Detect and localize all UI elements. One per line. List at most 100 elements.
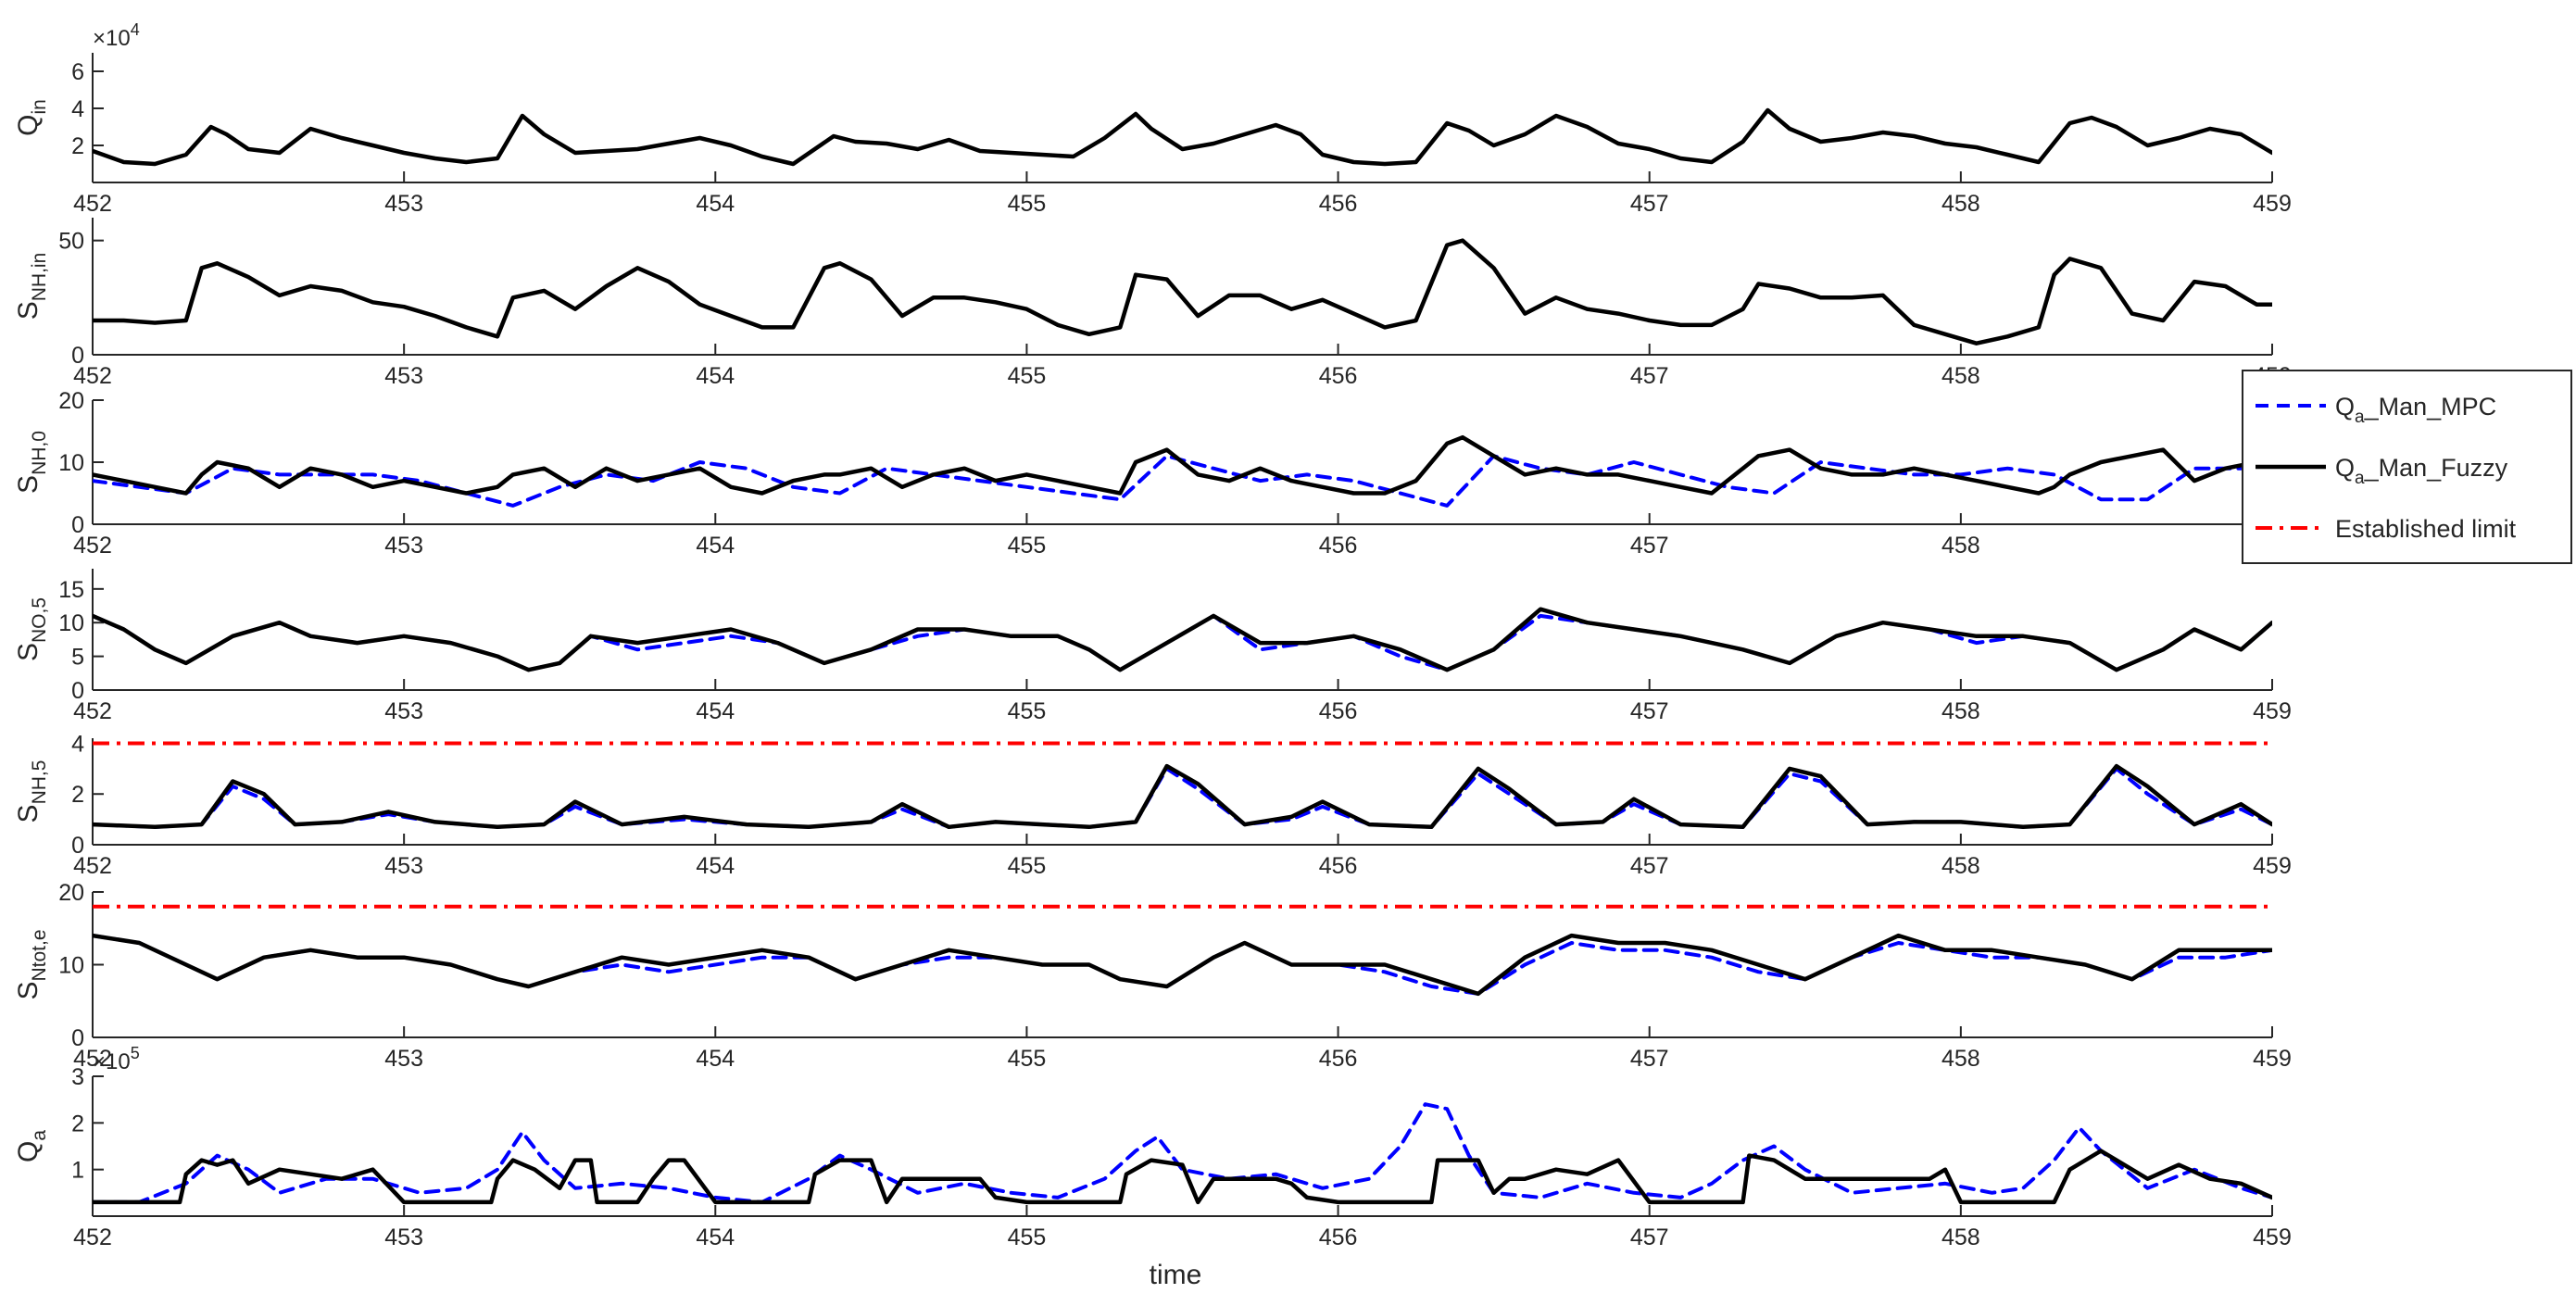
x-tick-label: 457 [1630,363,1669,389]
plot-area [93,904,2272,997]
y-tick-label: 2 [71,1111,84,1136]
x-tick-label: 452 [73,533,112,559]
y-axis-label: SNH,5 [13,760,50,823]
plot-area [93,238,2272,345]
y-tick-label: 4 [71,731,84,757]
x-tick-label: 452 [73,191,112,217]
x-tick-label: 454 [696,1224,735,1250]
y-tick-label: 2 [71,782,84,808]
x-tick-label: 453 [384,853,423,879]
y-tick-label: 15 [58,577,84,603]
y-tick-label: 0 [71,833,84,859]
x-tick-label: 454 [696,698,735,724]
x-tick-label: 458 [1941,191,1980,217]
x-tick-label: 459 [2253,191,2292,217]
x-tick-label: 454 [696,191,735,217]
y-tick-label: 0 [71,1025,84,1051]
x-tick-label: 459 [2253,1224,2292,1250]
y-tick-label: 20 [58,388,84,414]
x-tick-label: 456 [1319,533,1358,559]
x-tick-label: 452 [73,1046,112,1072]
x-tick-label: 455 [1008,1224,1047,1250]
y-tick-label: 2 [71,133,84,159]
plot-area [93,607,2272,672]
x-tick-label: 453 [384,1046,423,1072]
x-tick-label: 456 [1319,1224,1358,1250]
x-tick-label: 459 [2253,1046,2292,1072]
x-tick-label: 453 [384,363,423,389]
x-tick-label: 459 [2253,853,2292,879]
plot-area [93,741,2272,830]
legend-label-fuzzy: Qa_Man_Fuzzy [2335,454,2508,488]
y-tick-label: 4 [71,96,84,122]
series-line-mpc [93,934,2272,996]
x-tick-label: 458 [1941,533,1980,559]
series-line-mpc [93,1102,2272,1204]
x-tick-label: 453 [384,191,423,217]
x-tick-label: 457 [1630,533,1669,559]
x-tick-label: 456 [1319,191,1358,217]
x-tick-label: 456 [1319,698,1358,724]
series-line-fuzzy [93,763,2272,830]
subplot-6: 452 453 454 455 456 457 458 459 0 10 20 SNtot,e [13,880,2292,1072]
legend-label-mpc: Qa_Man_MPC [2335,393,2496,427]
x-tick-label: 454 [696,1046,735,1072]
x-tick-label: 455 [1008,533,1047,559]
y-tick-label: 10 [58,610,84,636]
subplot-5: 452 453 454 455 456 457 458 459 0 2 4 SNH,5 [13,731,2292,879]
x-tick-label: 456 [1319,853,1358,879]
y-exponent-label: ×105 [93,1044,140,1074]
x-tick-label: 452 [73,853,112,879]
y-axis-label: Qin [13,99,50,136]
y-axis-label: SNH,in [13,253,50,320]
x-tick-label: 454 [696,363,735,389]
y-tick-label: 10 [58,450,84,476]
x-tick-label: 456 [1319,363,1358,389]
y-tick-label: 1 [71,1158,84,1184]
x-tick-label: 458 [1941,853,1980,879]
x-tick-label: 458 [1941,1224,1980,1250]
plot-area [93,107,2272,167]
x-tick-label: 457 [1630,1224,1669,1250]
legend-label-limit: Established limit [2335,515,2517,543]
series-line-fuzzy [93,607,2272,672]
subplot-2: 452453454455456457458459050SNH,in [13,218,2292,389]
y-axis-label: SNO,5 [13,597,50,661]
y-tick-label: 5 [71,645,84,671]
y-tick-label: 0 [71,678,84,704]
x-tick-label: 452 [73,363,112,389]
x-tick-label: 455 [1008,191,1047,217]
subplot-1: 452 453 454 455 456 457 458 459 2 4 6 ×104 Qin [13,20,2292,217]
plot-area [93,434,2272,508]
x-tick-label: 455 [1008,853,1047,879]
x-tick-label: 457 [1630,191,1669,217]
y-tick-label: 10 [58,953,84,979]
plot-area [93,1102,2272,1205]
y-axis-label: Qa [13,1130,50,1162]
x-tick-label: 457 [1630,853,1669,879]
x-tick-label: 457 [1630,1046,1669,1072]
series-line-fuzzy [93,933,2272,997]
subplot-7: 452 453 454 455 456 457 458 459 1 2 3 ×105 Qa [13,1044,2292,1250]
x-tick-label: 456 [1319,1046,1358,1072]
x-tick-label: 455 [1008,698,1047,724]
subplot-3: 45245345445545645745845901020SNH,0 [13,388,2292,559]
y-axis-label: SNtot,e [13,929,50,999]
x-tick-label: 455 [1008,1046,1047,1072]
x-tick-label: 454 [696,853,735,879]
series-line-fuzzy [93,434,2272,496]
x-tick-label: 459 [2253,698,2292,724]
legend: Qa_Man_MPC Qa_Man_Fuzzy Established limit [2242,370,2572,564]
x-tick-label: 458 [1941,363,1980,389]
y-axis-label: SNH,0 [13,431,50,494]
y-exponent-label: ×104 [93,20,140,51]
x-tick-label: 453 [384,698,423,724]
x-axis-label: time [1150,1260,1202,1290]
y-tick-label: 3 [71,1064,84,1090]
series-line-fuzzy [93,107,2272,167]
x-tick-label: 455 [1008,363,1047,389]
y-tick-label: 20 [58,880,84,906]
x-tick-label: 452 [73,698,112,724]
